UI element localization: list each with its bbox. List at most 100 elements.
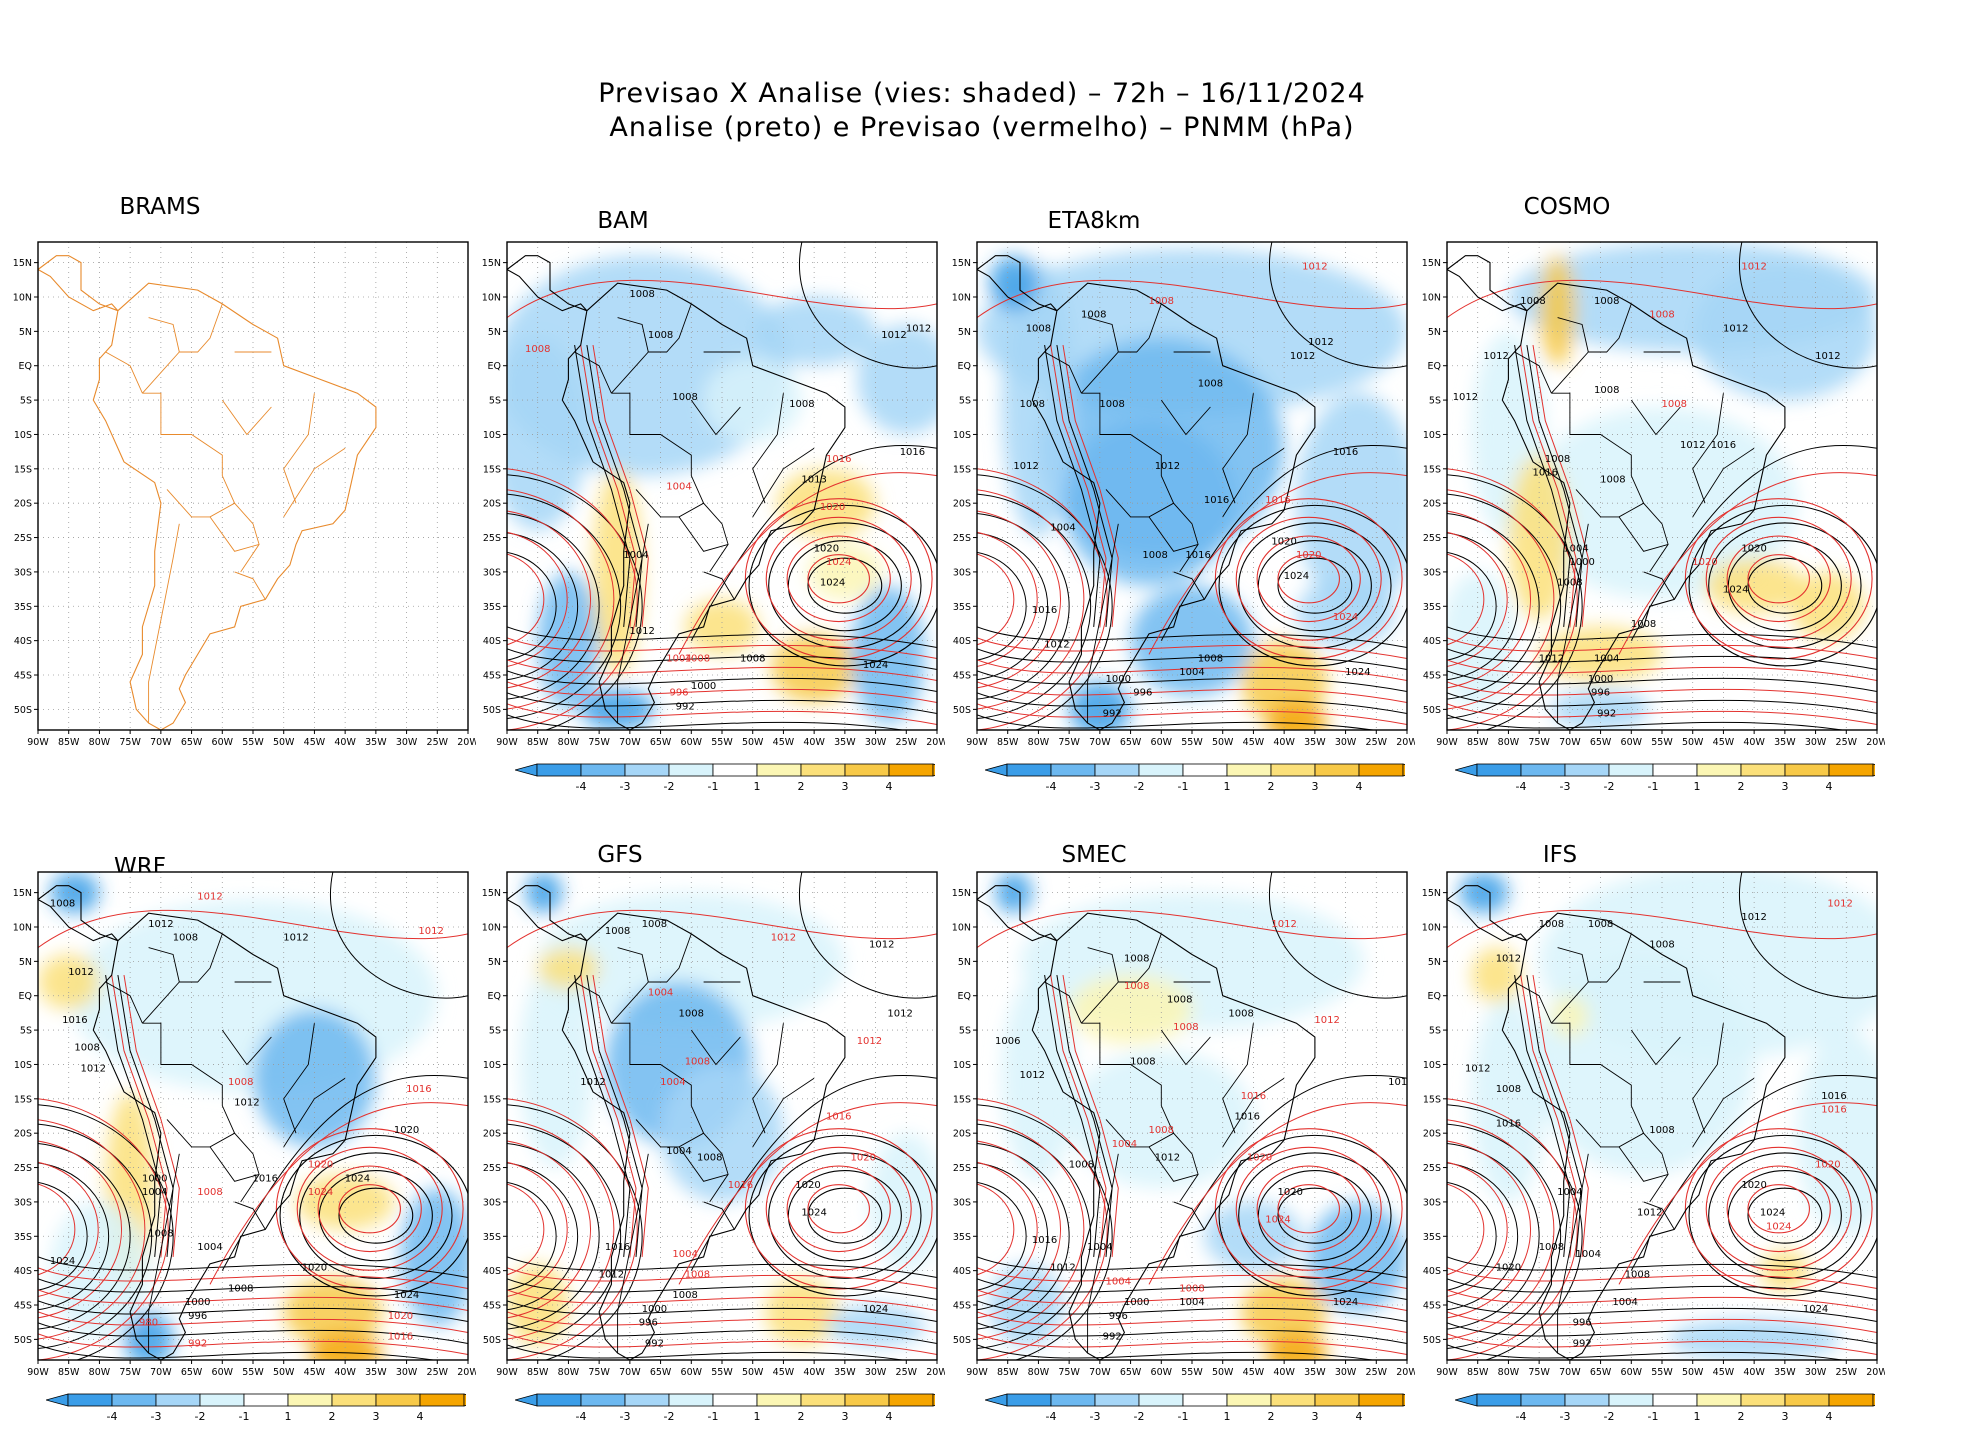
contour-label: 1012 — [906, 323, 931, 334]
lon-tick-label: 70W — [1089, 1367, 1111, 1378]
lon-tick-label: 70W — [150, 737, 172, 748]
contour-label: 1020 — [820, 502, 845, 513]
contour-label: 1000 — [1569, 557, 1594, 568]
lon-tick-label: 55W — [242, 737, 264, 748]
contour-label: 1016 — [728, 1180, 753, 1191]
lon-tick-label: 45W — [1243, 1367, 1265, 1378]
lon-tick-label: 85W — [997, 1367, 1019, 1378]
lat-tick-label: 10N — [13, 292, 32, 303]
colorbar-label: -4 — [1516, 1410, 1527, 1423]
colorbar-label: -4 — [576, 780, 587, 793]
panel-title-cosmo: COSMO — [1523, 194, 1611, 220]
contour-label: 1024 — [1766, 1221, 1791, 1232]
lon-tick-label: 20W — [457, 1367, 476, 1378]
lat-tick-label: 10S — [483, 1060, 501, 1071]
lon-tick-label: 80W — [1028, 1367, 1050, 1378]
contour-label: 1012 — [1271, 919, 1296, 930]
lat-tick-label: 20S — [953, 499, 971, 510]
colorbar-label: -2 — [1134, 780, 1145, 793]
colorbar-bam: -4 -3 -2 -1 1 2 3 4 — [513, 762, 957, 802]
contour-label: 1016 — [388, 1331, 413, 1342]
lon-tick-label: 40W — [1273, 737, 1295, 748]
lon-tick-label: 50W — [1212, 737, 1234, 748]
lon-tick-label: 60W — [1151, 737, 1173, 748]
colorbar-label: 1 — [285, 1410, 292, 1423]
contour-label: 1008 — [1198, 653, 1223, 664]
lat-tick-label: 15S — [953, 1094, 971, 1105]
contour-labels: 1012 1008 1008 1008 1008 1008 1012 1006 1008 1012… — [995, 919, 1407, 1342]
lon-tick-label: 50W — [1682, 1367, 1704, 1378]
map-panel-smec: 1012 1008 1008 1008 1008 1008 1012 1006 1008 1012… — [937, 864, 1415, 1382]
lon-tick-label: 35W — [365, 1367, 387, 1378]
lon-tick-label: 85W — [1467, 737, 1489, 748]
contour-label: 1024 — [394, 1290, 419, 1301]
colorbar-label: 1 — [1694, 1410, 1701, 1423]
contour-label: 1024 — [1760, 1208, 1785, 1219]
contour-label: 1012 — [283, 933, 308, 944]
contour-label: 1012 — [81, 1063, 106, 1074]
contour-label: 1020 — [1271, 536, 1296, 547]
colorbar-label: -3 — [1090, 1410, 1101, 1423]
colorbar-label: -2 — [664, 780, 675, 793]
lon-tick-label: 35W — [834, 1367, 856, 1378]
lon-tick-label: 70W — [619, 737, 641, 748]
contour-label: 1000 — [691, 681, 716, 692]
lon-tick-label: 55W — [1651, 1367, 1673, 1378]
colorbar-label: 1 — [1694, 780, 1701, 793]
colorbar-label: 1 — [1224, 780, 1231, 793]
colorbar-label: 4 — [417, 1410, 424, 1423]
lat-tick-label: 40S — [953, 1266, 971, 1277]
contour-label: 1000 — [185, 1297, 210, 1308]
lon-tick-label: 75W — [119, 737, 141, 748]
contour-label: 992 — [645, 1338, 664, 1349]
lon-tick-label: 25W — [1366, 737, 1388, 748]
lon-tick-label: 25W — [896, 737, 918, 748]
colorbar-label: -3 — [1560, 780, 1571, 793]
contour-label: 1012 — [148, 919, 173, 930]
lon-tick-label: 40W — [803, 1367, 825, 1378]
contour-label: 1020 — [1247, 1153, 1272, 1164]
lon-tick-label: 20W — [1396, 737, 1415, 748]
lat-tick-label: 15N — [1422, 888, 1441, 899]
lat-lon-grid — [1447, 872, 1877, 1360]
contour-label: 1024 — [1284, 571, 1309, 582]
colorbar-label: 3 — [1312, 1410, 1319, 1423]
lon-tick-label: 60W — [1621, 737, 1643, 748]
colorbar-label: -4 — [1046, 1410, 1057, 1423]
coastline — [38, 255, 377, 730]
lon-tick-label: 25W — [1836, 1367, 1858, 1378]
lat-tick-label: 30S — [953, 567, 971, 578]
lat-tick-label: 10N — [13, 922, 32, 933]
contour-labels: 1012 1008 1008 1008 1012 1012 1008 1008 1008 1012… — [1013, 261, 1370, 719]
contour-label: 1020 — [1741, 1180, 1766, 1191]
lon-tick-label: 45W — [773, 737, 795, 748]
lat-tick-label: 20S — [1423, 1129, 1441, 1140]
lat-tick-label: 30S — [14, 1197, 32, 1208]
colorbar-label: -3 — [1560, 1410, 1571, 1423]
lon-tick-label: 65W — [650, 1367, 672, 1378]
contour-label: 1020 — [302, 1263, 327, 1274]
lat-tick-label: 30S — [483, 567, 501, 578]
colorbar-label: -1 — [708, 1410, 719, 1423]
lat-tick-label: 5N — [958, 957, 971, 968]
lon-tick-label: 45W — [304, 737, 326, 748]
contour-label: 1008 — [685, 653, 710, 664]
contour-label: 1012 — [771, 933, 796, 944]
lon-tick-label: 55W — [711, 737, 733, 748]
contour-label: 1012 — [234, 1098, 259, 1109]
lon-tick-label: 75W — [1058, 737, 1080, 748]
lon-tick-label: 65W — [1120, 1367, 1142, 1378]
lon-tick-label: 30W — [1805, 737, 1827, 748]
colorbar-label: 3 — [373, 1410, 380, 1423]
panel-title-bam: BAM — [597, 208, 649, 234]
contour-label: 996 — [1133, 688, 1152, 699]
contour-label: 1004 — [1050, 523, 1075, 534]
lat-tick-label: EQ — [1428, 991, 1441, 1002]
colorbar-label: 1 — [754, 1410, 761, 1423]
contour-label: 1012 — [599, 1270, 624, 1281]
contour-label: 1008 — [740, 653, 765, 664]
lon-tick-label: 80W — [558, 737, 580, 748]
contour-label: 1016 — [1333, 447, 1358, 458]
colorbar-label: -2 — [1134, 1410, 1145, 1423]
contour-label: 1012 — [1013, 461, 1038, 472]
